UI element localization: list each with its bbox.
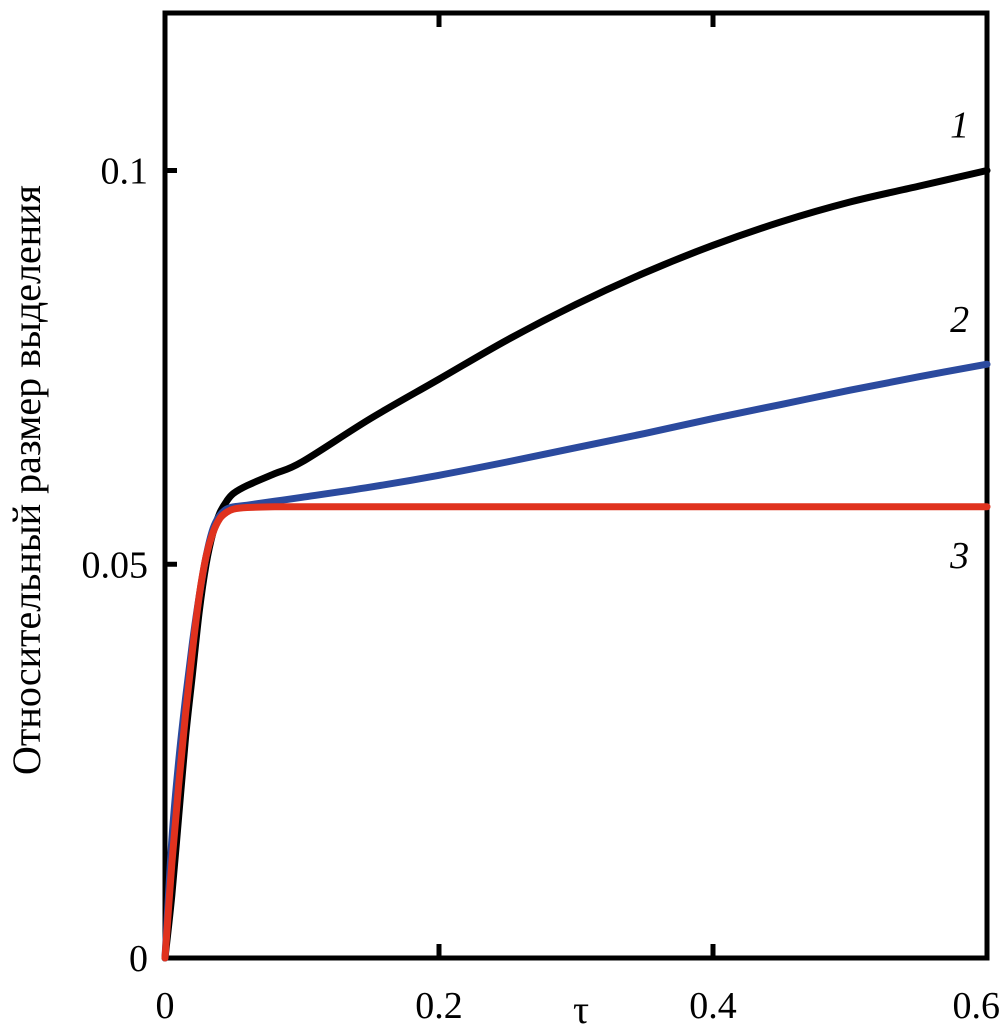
y-tick-label: 0.1: [101, 151, 149, 193]
x-tick-label: 0.2: [415, 985, 463, 1027]
x-axis-title: τ: [573, 987, 589, 1032]
y-axis-title: Относительный размер выделения: [4, 185, 49, 775]
series-line-2: [161, 360, 991, 962]
plot-frame-border: [162, 10, 990, 961]
x-tick-label: 0.4: [689, 985, 737, 1027]
x-tick-label: 0: [156, 985, 175, 1027]
plot-frame: [162, 10, 990, 961]
tick-labels: 0 0.05 0.1 0 0.2 0.4 0.6: [82, 151, 1001, 1028]
x-tick-label: 0.6: [953, 985, 1001, 1027]
axis-ticks: [165, 13, 716, 958]
curve-labels: 1 2 3: [949, 104, 969, 577]
series-line-1: [161, 167, 991, 962]
y-tick-label: 0: [129, 938, 148, 980]
curve-label-1: 1: [950, 104, 969, 146]
series-line-3: [161, 503, 991, 962]
y-tick-label: 0.05: [82, 544, 149, 586]
series-lines: [161, 167, 991, 962]
curve-label-3: 3: [949, 535, 969, 577]
curve-label-2: 2: [950, 299, 969, 341]
